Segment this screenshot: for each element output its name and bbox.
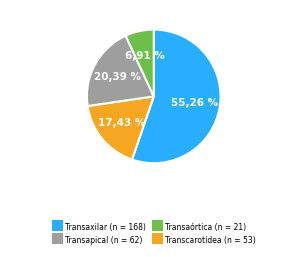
- Text: 55,26 %: 55,26 %: [171, 98, 218, 108]
- Wedge shape: [132, 30, 220, 163]
- Text: 17,43 %: 17,43 %: [98, 118, 146, 128]
- Text: 20,39 %: 20,39 %: [94, 72, 141, 82]
- Wedge shape: [87, 36, 154, 106]
- Legend: Transaxilar (n = 168), Transapical (n = 62), Transaórtica (n = 21), Transcarotíd: Transaxilar (n = 168), Transapical (n = …: [50, 221, 257, 246]
- Wedge shape: [88, 96, 154, 160]
- Text: 6,91 %: 6,91 %: [125, 51, 165, 61]
- Wedge shape: [126, 30, 154, 96]
